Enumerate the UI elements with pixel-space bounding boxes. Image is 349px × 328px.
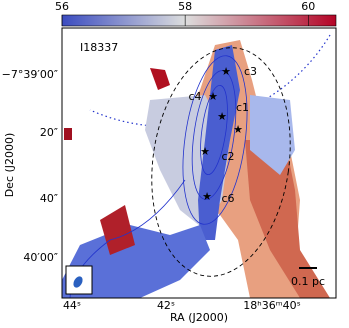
svg-text:★: ★ (202, 190, 212, 203)
x-axis-label: RA (J2000) (170, 311, 228, 324)
core-label: c2 (221, 150, 234, 163)
svg-text:★: ★ (221, 65, 231, 78)
core-label: c4 (188, 90, 201, 103)
core-markers: ★ ★ ★ ★ ★ ★ (200, 65, 243, 203)
beam (73, 276, 83, 288)
svg-text:★: ★ (200, 145, 210, 158)
y-axis-label: Dec (J2000) (3, 133, 16, 198)
blue-region (62, 225, 210, 298)
core-label: c6 (221, 192, 234, 205)
svg-text:★: ★ (217, 110, 227, 123)
velocity-map: ★ ★ ★ ★ ★ ★ (62, 34, 331, 298)
core-label: c1 (236, 101, 249, 114)
red-region (100, 205, 135, 255)
ellipse-region (151, 47, 291, 277)
x-tick-label: 42ˢ (157, 299, 175, 312)
scale-bar-label: 0.1 pc (291, 275, 325, 288)
colorbar (61, 14, 337, 27)
blue-filament (198, 45, 240, 240)
x-tick-label: 44ˢ (63, 299, 81, 312)
y-tick-label: 40″ (40, 192, 58, 205)
colorbar-tick-label: 58 (178, 0, 192, 13)
frame (61, 27, 337, 299)
svg-text:★: ★ (208, 90, 218, 103)
red-region (245, 140, 330, 298)
red-region (64, 128, 72, 140)
y-tick-label: −7°39′00″ (2, 68, 58, 81)
colorbar-tick-label: 56 (55, 0, 69, 13)
svg-text:★: ★ (233, 123, 243, 136)
x-tick-label: 18ʰ36ᵐ40ˢ (243, 299, 300, 312)
core-label: c3 (244, 65, 257, 78)
blue-region (250, 95, 295, 175)
red-region (150, 68, 170, 90)
colorbar-tick-label: 60 (301, 0, 315, 13)
source-label: I18337 (80, 41, 118, 54)
y-tick-label: 40′00″ (23, 251, 58, 264)
y-tick-label: 20″ (40, 126, 58, 139)
